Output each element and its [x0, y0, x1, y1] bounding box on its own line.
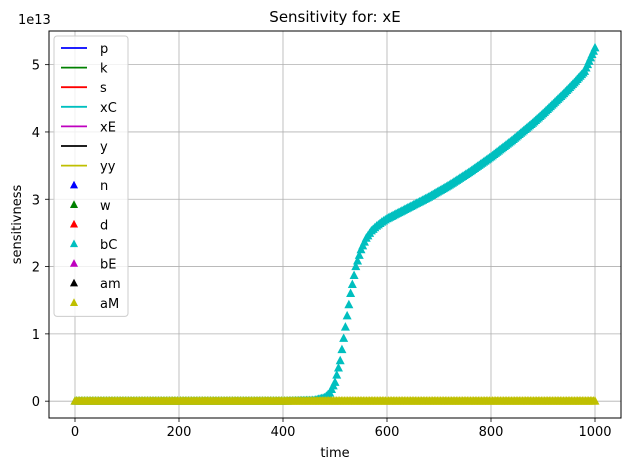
legend-label: k	[100, 62, 108, 77]
data-point	[337, 344, 347, 354]
y-tick-label: 4	[32, 126, 40, 141]
data-point	[332, 370, 342, 379]
data-point	[344, 299, 354, 309]
plot-area	[49, 31, 621, 418]
legend-box	[53, 35, 129, 317]
data-point	[590, 42, 600, 52]
x-axis-label: time	[320, 446, 349, 461]
legend-marker-swatch	[69, 278, 79, 287]
legend-item-w: w	[69, 199, 111, 214]
legend-item-bE: bE	[69, 258, 116, 273]
data-point	[346, 288, 356, 297]
series-layer	[70, 42, 600, 405]
x-tick-label: 200	[167, 425, 192, 440]
series-aM	[70, 396, 600, 405]
legend-label: bE	[100, 258, 116, 273]
legend-item-xC: xC	[61, 101, 117, 116]
y-tick-label: 5	[32, 59, 40, 74]
y-scale-label: 1e13	[18, 13, 51, 28]
y-tick-label: 0	[32, 395, 40, 410]
data-point	[340, 322, 350, 331]
legend-marker-swatch	[69, 259, 79, 267]
legend-item-s: s	[61, 81, 107, 96]
y-tick-label: 3	[32, 193, 40, 208]
x-tick-label: 400	[271, 425, 296, 440]
legend-label: p	[100, 42, 108, 57]
legend-item-k: k	[61, 62, 108, 77]
legend-label: n	[100, 179, 108, 194]
legend-label: s	[100, 81, 107, 96]
legend-marker-swatch	[69, 298, 79, 306]
legend-label: w	[100, 199, 111, 214]
legend-item-p: p	[61, 42, 108, 57]
legend-label: aM	[100, 297, 119, 312]
plot-frame	[48, 30, 622, 419]
x-tick-label: 0	[71, 425, 79, 440]
data-point	[349, 270, 359, 280]
legend-item-yy: yy	[61, 160, 116, 175]
legend-item-am: am	[69, 277, 121, 292]
legend-item-aM: aM	[69, 297, 119, 312]
legend-marker-swatch	[69, 200, 79, 208]
legend-label: xE	[100, 120, 116, 135]
legend-label: d	[100, 218, 108, 233]
y-axis-label: sensitivness	[10, 184, 25, 264]
legend-item-bC: bC	[69, 238, 117, 253]
legend-label: xC	[100, 101, 117, 116]
legend-label: am	[100, 277, 121, 292]
x-tick-label: 600	[375, 425, 400, 440]
data-point	[335, 355, 345, 365]
x-axis: 0 200 400 600 800 1000	[71, 418, 612, 440]
legend-marker-swatch	[69, 239, 79, 248]
x-tick-label: 800	[479, 425, 504, 440]
data-point	[351, 261, 361, 271]
data-point	[353, 255, 363, 265]
legend-item-n: n	[69, 179, 108, 194]
data-point	[330, 377, 340, 386]
legend-marker-swatch	[69, 180, 79, 189]
legend-item-d: d	[69, 218, 108, 233]
data-point	[339, 333, 349, 342]
data-point	[342, 310, 352, 320]
y-tick-label: 2	[32, 261, 40, 276]
y-tick-label: 1	[32, 328, 40, 343]
data-point	[590, 396, 600, 405]
chart-title: Sensitivity for: xE	[269, 8, 400, 26]
legend-item-y: y	[61, 140, 108, 155]
data-point	[333, 362, 343, 372]
x-tick-label: 1000	[578, 425, 611, 440]
legend-marker-swatch	[69, 219, 79, 228]
data-point	[347, 279, 357, 289]
legend-label: y	[100, 140, 108, 155]
data-point	[354, 250, 364, 259]
y-axis: 0 1 2 3 4 5	[32, 59, 49, 410]
legend-item-xE: xE	[61, 120, 116, 135]
legend-label: bC	[100, 238, 117, 253]
legend-label: yy	[100, 160, 116, 175]
